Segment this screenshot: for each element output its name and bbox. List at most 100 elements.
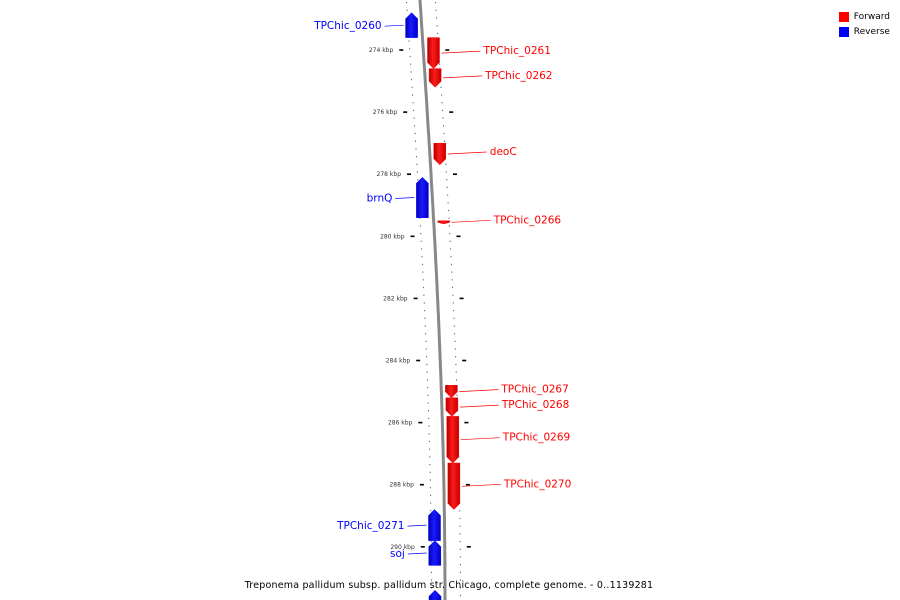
gene-TPChic_0270[interactable]: TPChic_0270 [447, 462, 571, 510]
guide-dot [460, 587, 461, 589]
guide-dot [444, 140, 445, 142]
guide-dot [414, 125, 415, 127]
gene-TPChic_0266[interactable]: TPChic_0266 [437, 214, 562, 226]
gene-leader-line [407, 524, 427, 527]
guide-dot [460, 579, 461, 581]
guide-dot [448, 217, 450, 219]
guide-dot [428, 433, 430, 435]
guide-dot [460, 594, 461, 597]
gene-deoC[interactable]: deoC [433, 142, 517, 166]
guide-dot [423, 286, 425, 289]
guide-dot [447, 202, 449, 204]
guide-dot [441, 94, 443, 96]
tick-label: 276 kbp [373, 109, 398, 116]
guide-dot [424, 310, 426, 312]
guide-dot [429, 487, 431, 489]
guide-dot [417, 179, 419, 181]
guide-dot [454, 348, 456, 350]
gene-label: soj [390, 548, 405, 560]
guide-dot [431, 587, 432, 589]
gene-unlabeled[interactable] [428, 589, 442, 600]
gene-label: deoC [490, 146, 517, 158]
reverse-gene-arrow [428, 589, 442, 600]
guide-dot [456, 394, 458, 396]
guide-dot [446, 179, 448, 181]
gene-label: TPChic_0266 [493, 214, 562, 226]
gene-soj[interactable]: soj [390, 540, 442, 566]
guide-dot [424, 317, 426, 319]
guide-dot [416, 163, 418, 165]
guide-dot [448, 225, 450, 227]
tick-mark [453, 173, 457, 175]
guide-dot [454, 340, 456, 342]
guide-dot [452, 294, 454, 296]
gene-TPChic_0268[interactable]: TPChic_0268 [445, 397, 569, 417]
gene-leader-line [451, 219, 491, 223]
tick-mark [464, 421, 469, 424]
guide-dot [409, 48, 411, 50]
guide-dot [459, 510, 461, 512]
gene-label: TPChic_0271 [336, 520, 404, 532]
guide-dot [428, 440, 430, 443]
gene-label: TPChic_0262 [484, 70, 552, 82]
strand-legend: Forward Reverse [838, 9, 890, 39]
forward-gene-arrow [427, 37, 440, 69]
tick-label: 274 kbp [369, 47, 394, 54]
guide-dot [429, 471, 431, 473]
reverse-swatch-icon [838, 26, 849, 37]
guide-dot [459, 556, 461, 558]
tick-mark [410, 235, 415, 238]
guide-dot [428, 417, 430, 419]
guide-dot [445, 163, 447, 165]
guide-dot [455, 371, 457, 373]
gene-leader-line [384, 24, 404, 27]
gene-TPChic_0260[interactable]: TPChic_0260 [313, 12, 418, 38]
guide-dot [424, 325, 426, 327]
guide-dot [430, 571, 432, 573]
guide-dot [453, 325, 455, 327]
legend-reverse-label: Reverse [853, 26, 890, 37]
guide-dot [416, 171, 418, 173]
guide-dot [459, 525, 461, 527]
guide-dot [406, 9, 408, 11]
guide-dot [412, 102, 414, 104]
guide-dot [425, 340, 427, 342]
guide-dot [425, 333, 427, 335]
gene-TPChic_0261[interactable]: TPChic_0261 [427, 37, 551, 69]
forward-gene-arrow [433, 142, 447, 166]
gene-TPChic_0262[interactable]: TPChic_0262 [428, 68, 553, 88]
guide-dot [413, 117, 415, 119]
guide-dot [443, 132, 445, 135]
guide-dot [452, 302, 454, 304]
genome-backbone [418, 0, 447, 600]
scale-ticks: 274 kbp 276 kbp 278 kbp 280 kbp 282 kbp 284 k… [369, 47, 471, 551]
legend-forward: Forward [838, 9, 890, 24]
tick-mark [465, 483, 470, 486]
tick-mark [466, 546, 471, 548]
guide-dot [427, 387, 429, 389]
forward-gene-arrow [437, 220, 450, 225]
gene-label: TPChic_0260 [313, 20, 381, 32]
guide-dot [410, 63, 412, 65]
reverse-gene-arrow [405, 12, 418, 38]
guide-dot [423, 294, 425, 296]
guide-dot [411, 86, 413, 88]
gene-leader-line [441, 50, 481, 54]
guide-dot [455, 363, 457, 366]
guide-dot [459, 541, 461, 543]
guide-dot [413, 109, 415, 111]
guide-dot [459, 548, 461, 550]
guide-dot [430, 541, 432, 543]
gene-label: TPChic_0270 [503, 478, 571, 490]
gene-TPChic_0271[interactable]: TPChic_0271 [336, 509, 441, 541]
tick-mark [445, 49, 450, 51]
guide-dot [450, 263, 452, 265]
gene-leader-line [443, 75, 483, 79]
gene-label: TPChic_0261 [483, 45, 551, 57]
gene-brnQ[interactable]: brnQ [367, 176, 429, 218]
gene-TPChic_0267[interactable]: TPChic_0267 [445, 384, 569, 399]
guide-dot [427, 394, 429, 396]
gene-TPChic_0269[interactable]: TPChic_0269 [446, 416, 570, 464]
guide-dot [436, 25, 438, 27]
